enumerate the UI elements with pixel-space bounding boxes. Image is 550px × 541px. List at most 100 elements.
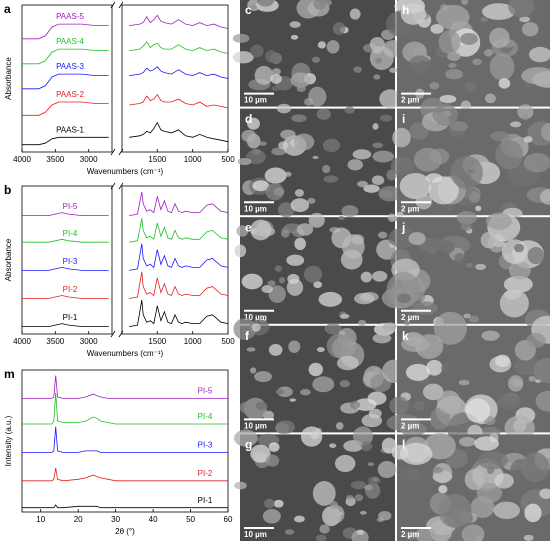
sem-particle xyxy=(507,375,524,392)
series-label: PI-4 xyxy=(63,229,78,238)
sem-particle xyxy=(460,33,478,45)
sem-particle xyxy=(523,136,533,143)
x-tick-label: 10 xyxy=(36,515,45,524)
x-tick-label: 500 xyxy=(221,155,235,164)
sem-particle xyxy=(489,27,510,49)
sem-particle xyxy=(390,156,414,176)
sem-particle xyxy=(374,57,383,64)
sem-particle xyxy=(490,131,510,142)
sem-particle xyxy=(255,401,268,410)
sem-particle xyxy=(435,4,470,30)
sem-particle xyxy=(501,239,528,264)
sem-particle xyxy=(464,468,485,491)
sem-particle xyxy=(535,390,550,412)
x-tick-label: 3500 xyxy=(46,337,64,346)
sem-particle xyxy=(276,103,292,114)
sem-particle xyxy=(296,85,306,92)
sem-particle xyxy=(438,494,472,528)
sem-particle xyxy=(448,63,457,69)
plot-frame xyxy=(121,4,229,153)
sem-particle xyxy=(521,67,550,85)
sem-particle xyxy=(290,34,299,40)
axis-break xyxy=(118,330,124,338)
sem-particle xyxy=(365,482,381,499)
sem-particle xyxy=(397,293,412,304)
x-axis-label: 2θ (°) xyxy=(115,527,135,536)
axis-break xyxy=(118,148,124,156)
sem-particle xyxy=(480,231,498,249)
sem-particle xyxy=(234,244,247,258)
sem-particle xyxy=(400,3,427,25)
plot-frame xyxy=(21,369,229,513)
sem-particle xyxy=(322,138,341,153)
sem-particle xyxy=(287,273,300,285)
x-tick-label: 4000 xyxy=(13,337,31,346)
sem-particle xyxy=(353,66,362,73)
sem-particle xyxy=(433,311,468,345)
sem-particle xyxy=(237,158,252,166)
sem-particle xyxy=(356,180,368,188)
sem-particle xyxy=(270,73,282,84)
sem-particle xyxy=(342,234,365,259)
sem-particle xyxy=(258,141,267,146)
sem-particle xyxy=(241,273,263,290)
sem-particle xyxy=(533,358,550,383)
sem-particle xyxy=(273,499,284,508)
image-label: j xyxy=(401,220,405,234)
y-axis-label: Intensity (a.u.) xyxy=(4,415,13,466)
sem-particle xyxy=(378,510,392,521)
series-label: PAAS-3 xyxy=(56,62,84,71)
axis-break xyxy=(110,330,116,338)
sem-particle xyxy=(476,482,503,504)
sem-particle xyxy=(483,48,494,57)
sem-particle xyxy=(356,529,365,536)
spectrum-line xyxy=(22,238,109,243)
sem-particle xyxy=(503,275,533,293)
plot-frame xyxy=(121,185,229,335)
sem-particle xyxy=(296,223,314,236)
scale-label: 10 µm xyxy=(244,313,267,322)
spectrum-line xyxy=(129,299,229,327)
sem-particle xyxy=(303,265,323,283)
sem-particle xyxy=(429,407,451,430)
sem-particle xyxy=(450,156,483,190)
spectrum-line xyxy=(129,66,229,79)
sem-particle xyxy=(494,473,514,489)
sem-particle xyxy=(460,100,471,111)
sem-particle xyxy=(413,400,426,411)
sem-particle xyxy=(465,81,477,93)
series-label: PI-2 xyxy=(198,469,213,478)
axis-break xyxy=(118,182,124,190)
x-axis-label: Wavenumbers (cm⁻¹) xyxy=(87,349,164,358)
image-label: l xyxy=(402,438,405,452)
sem-particle xyxy=(316,108,331,120)
panel-label: a xyxy=(4,2,11,16)
sem-particle xyxy=(354,292,375,305)
sem-particle xyxy=(353,426,373,446)
sem-particle xyxy=(289,21,301,28)
sem-particle xyxy=(336,355,359,371)
sem-particle xyxy=(317,41,326,49)
sem-particle xyxy=(252,180,270,192)
spectrum-line xyxy=(129,243,229,271)
x-tick-label: 50 xyxy=(186,515,195,524)
sem-particle xyxy=(326,40,340,54)
spectrum-line xyxy=(129,271,229,299)
image-label: h xyxy=(402,3,409,17)
sem-particle xyxy=(261,285,273,294)
spectrum-line xyxy=(22,136,109,146)
sem-particle xyxy=(446,203,454,212)
sem-particle xyxy=(413,147,442,172)
scale-label: 2 µm xyxy=(401,204,419,213)
sem-particle xyxy=(256,0,275,7)
sem-particle xyxy=(360,271,372,283)
sem-particle xyxy=(316,347,325,353)
sem-image xyxy=(234,426,397,541)
sem-particle xyxy=(354,398,377,411)
sem-particle xyxy=(277,202,295,218)
sem-particle xyxy=(291,114,307,123)
sem-particle xyxy=(329,443,337,448)
sem-particle xyxy=(426,359,443,376)
spectrum-line xyxy=(129,218,229,243)
